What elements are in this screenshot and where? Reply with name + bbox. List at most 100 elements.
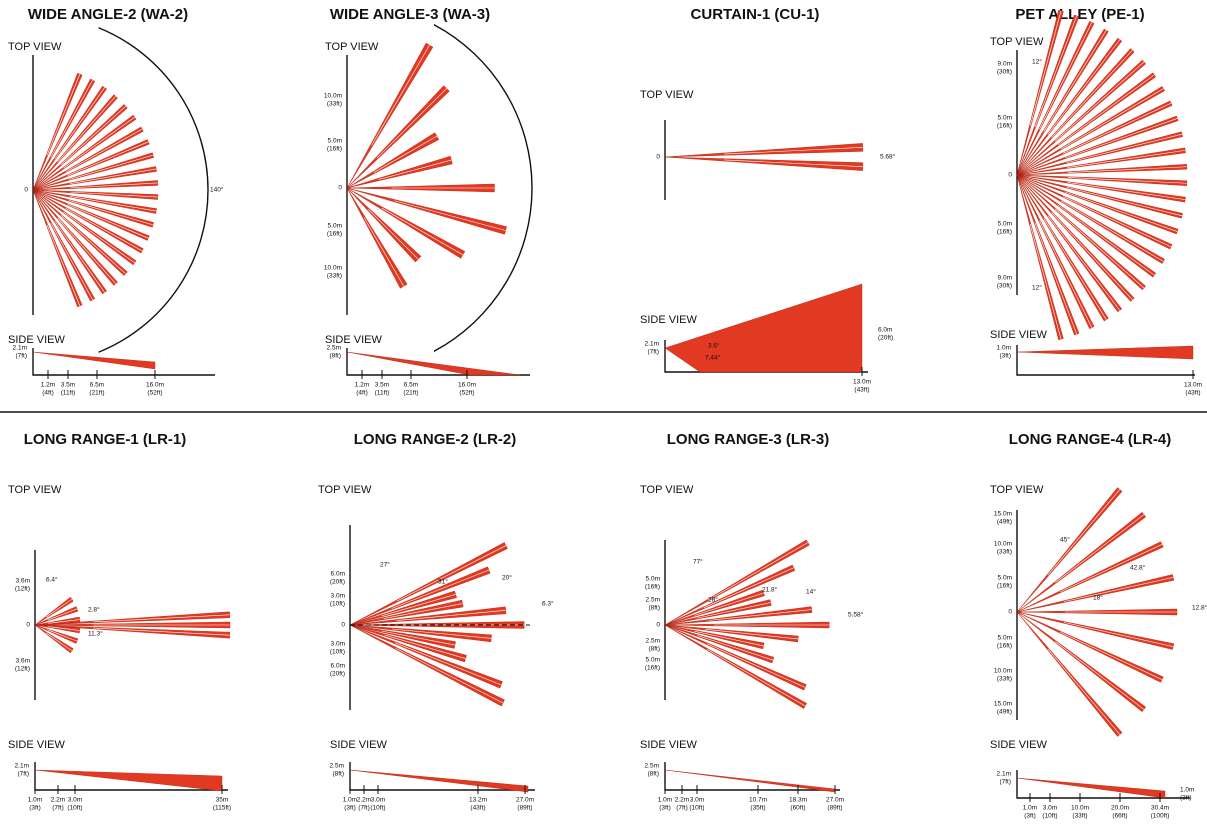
label: 10.0m: [994, 668, 1012, 675]
beam-stripe: [45, 632, 73, 652]
label: 3.0m: [690, 797, 704, 804]
angle-label: 12.8°: [1192, 604, 1207, 612]
beam-stripe: [708, 609, 812, 621]
view-label: SIDE VIEW: [325, 334, 382, 346]
label: 9.0m: [998, 275, 1012, 282]
label: 13.0m: [853, 379, 871, 386]
view-label: SIDE VIEW: [640, 314, 697, 326]
angle-label: 12°: [1032, 284, 1042, 292]
beam-stripe: [1029, 224, 1062, 340]
beam: [664, 624, 765, 650]
beam-stripe: [93, 614, 230, 623]
beam: [34, 624, 81, 634]
label: 10.0m: [994, 541, 1012, 548]
label: (52ft): [459, 390, 474, 397]
beam-stripe: [50, 222, 93, 301]
label: 13.2m: [469, 797, 487, 804]
panel-title: LONG RANGE-2 (LR-2): [354, 431, 517, 448]
beam-stripe: [1058, 204, 1155, 276]
label: (115ft): [213, 805, 231, 812]
beam-stripe: [1060, 200, 1164, 262]
beam: [664, 156, 864, 171]
label: (7ft): [52, 805, 64, 812]
angle-label: 21.8°: [762, 586, 778, 594]
beam-stripe: [396, 609, 506, 621]
label: (16ft): [997, 583, 1012, 590]
beam-stripe: [1064, 118, 1178, 159]
view-label: SIDE VIEW: [8, 739, 65, 751]
beam-stripe: [706, 643, 806, 688]
beam-stripe: [1060, 544, 1163, 592]
label: 0: [656, 154, 660, 161]
label: (30ft): [997, 69, 1012, 76]
beam-stripe: [1063, 577, 1174, 602]
side-beam: [34, 769, 223, 792]
side-beam: [346, 351, 521, 376]
beam-stripe: [54, 220, 105, 293]
beam-stripe: [1067, 177, 1187, 184]
panel-title: LONG RANGE-3 (LR-3): [667, 431, 830, 448]
coverage-arc: [433, 24, 533, 352]
label: 2.5m: [646, 638, 660, 645]
label: (8ft): [332, 771, 344, 778]
label: 35m: [216, 797, 229, 804]
beam-stripe: [1047, 215, 1121, 311]
beam-stripe: [1063, 102, 1172, 154]
beam-stripe: [1047, 39, 1121, 135]
label: 1.2m: [41, 382, 55, 389]
beam-stripe: [706, 649, 806, 707]
angle-label: 12°: [1032, 58, 1042, 66]
beam-stripe: [1060, 88, 1164, 150]
label: 1.0m: [658, 797, 672, 804]
beam-stripe: [63, 211, 135, 264]
view-label: SIDE VIEW: [640, 739, 697, 751]
angle-label: 77°: [693, 558, 703, 566]
view-label: SIDE VIEW: [8, 334, 65, 346]
beam-stripe: [60, 105, 126, 166]
label: 6.5m: [404, 382, 418, 389]
beam-stripe: [45, 598, 73, 618]
side-beam: [664, 769, 836, 793]
label: (7ft): [999, 779, 1011, 786]
beam-stripe: [65, 128, 143, 172]
label: (16ft): [645, 665, 660, 672]
beam-stripe: [68, 200, 154, 226]
label: (4ft): [42, 390, 54, 397]
axis: [664, 762, 840, 791]
beam-stripe: [694, 592, 764, 616]
coverage-arc: [98, 27, 209, 353]
beam-stripe: [395, 642, 502, 686]
beam: [32, 189, 154, 228]
label: 10.7m: [749, 797, 767, 804]
angle-label: 20°: [502, 574, 512, 582]
beam-stripe: [46, 224, 81, 307]
label: (12ft): [15, 586, 30, 593]
view-label: SIDE VIEW: [990, 329, 1047, 341]
label: 0: [1008, 609, 1012, 616]
beam-stripe: [1034, 222, 1077, 335]
beam-stripe: [363, 217, 405, 287]
angle-label: 27°: [380, 561, 390, 569]
beam-stripe: [57, 96, 116, 163]
label: (3ft): [29, 805, 41, 812]
beam-stripe: [381, 594, 456, 617]
label: (21ft): [403, 390, 418, 397]
beam-stripe: [46, 73, 81, 156]
beam-stripe: [707, 542, 809, 601]
beam-stripe: [48, 619, 80, 624]
label: 5.0m: [998, 575, 1012, 582]
beam-stripe: [67, 204, 149, 239]
beam-stripe: [1063, 622, 1174, 647]
label: (66ft): [1112, 813, 1127, 820]
angle-label: 5.68°: [880, 153, 896, 161]
label: (7ft): [647, 349, 659, 356]
beam: [1016, 174, 1165, 264]
angle-label: 6.4°: [46, 576, 58, 584]
label: (21ft): [89, 390, 104, 397]
label: (16ft): [997, 123, 1012, 130]
label: 6.5m: [90, 382, 104, 389]
label: 15.0m: [994, 511, 1012, 518]
angle-label: 14°: [806, 588, 816, 596]
label: 2.5m: [327, 345, 341, 352]
label: 1.2m: [355, 382, 369, 389]
